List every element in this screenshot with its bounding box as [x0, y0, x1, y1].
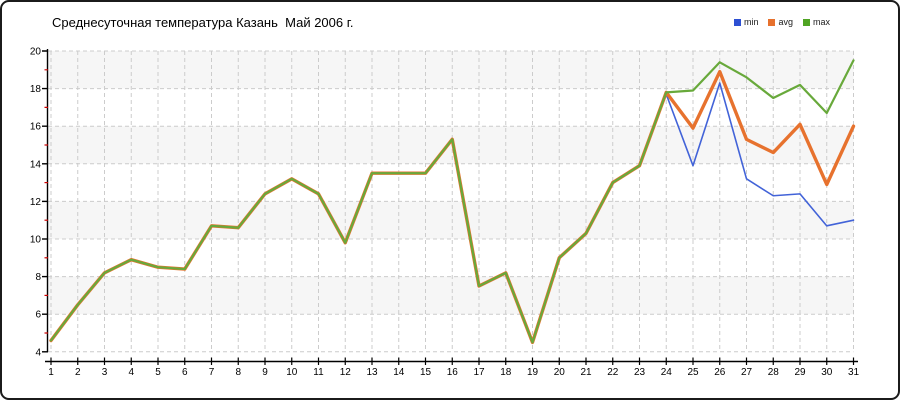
svg-text:27: 27	[741, 367, 753, 378]
svg-text:8: 8	[35, 272, 41, 283]
svg-text:6: 6	[35, 310, 41, 321]
min-series-swatch-icon	[733, 18, 741, 26]
svg-text:9: 9	[262, 367, 268, 378]
svg-text:16: 16	[447, 367, 459, 378]
svg-text:19: 19	[527, 367, 539, 378]
svg-text:30: 30	[821, 367, 833, 378]
svg-text:16: 16	[30, 122, 42, 133]
legend-item-min: min	[733, 17, 759, 27]
svg-text:26: 26	[714, 367, 726, 378]
svg-text:14: 14	[393, 367, 405, 378]
svg-text:20: 20	[30, 47, 42, 58]
svg-text:20: 20	[554, 367, 566, 378]
svg-text:22: 22	[607, 367, 619, 378]
max-series-swatch-icon	[802, 18, 810, 26]
legend-label-max: max	[812, 17, 830, 27]
svg-text:2: 2	[75, 367, 81, 378]
svg-text:23: 23	[634, 367, 646, 378]
svg-text:8: 8	[235, 367, 241, 378]
svg-text:28: 28	[768, 367, 780, 378]
svg-text:17: 17	[473, 367, 485, 378]
svg-text:13: 13	[366, 367, 378, 378]
svg-text:21: 21	[580, 367, 592, 378]
svg-text:6: 6	[182, 367, 188, 378]
svg-text:10: 10	[30, 235, 42, 246]
svg-text:12: 12	[340, 367, 352, 378]
legend-item-avg: avg	[768, 17, 793, 27]
legend-label-avg: avg	[778, 17, 793, 27]
svg-text:11: 11	[313, 367, 324, 378]
legend-item-max: max	[802, 17, 830, 27]
svg-text:29: 29	[794, 367, 806, 378]
legend-label-min: min	[743, 17, 759, 27]
chart-title: Среднесуточная температура Казань Май 20…	[52, 15, 354, 30]
svg-text:12: 12	[30, 197, 42, 208]
svg-text:24: 24	[661, 367, 673, 378]
svg-text:1: 1	[48, 367, 54, 378]
svg-text:4: 4	[128, 367, 134, 378]
svg-text:14: 14	[30, 159, 42, 170]
svg-text:18: 18	[500, 367, 512, 378]
svg-text:10: 10	[286, 367, 298, 378]
svg-text:18: 18	[30, 84, 42, 95]
legend: min avg max	[733, 17, 830, 27]
svg-text:5: 5	[155, 367, 161, 378]
avg-series-swatch-icon	[768, 18, 776, 26]
svg-text:31: 31	[848, 367, 860, 378]
svg-text:3: 3	[102, 367, 108, 378]
svg-text:4: 4	[35, 347, 41, 358]
svg-text:15: 15	[420, 367, 432, 378]
svg-text:25: 25	[687, 367, 699, 378]
svg-text:7: 7	[209, 367, 215, 378]
